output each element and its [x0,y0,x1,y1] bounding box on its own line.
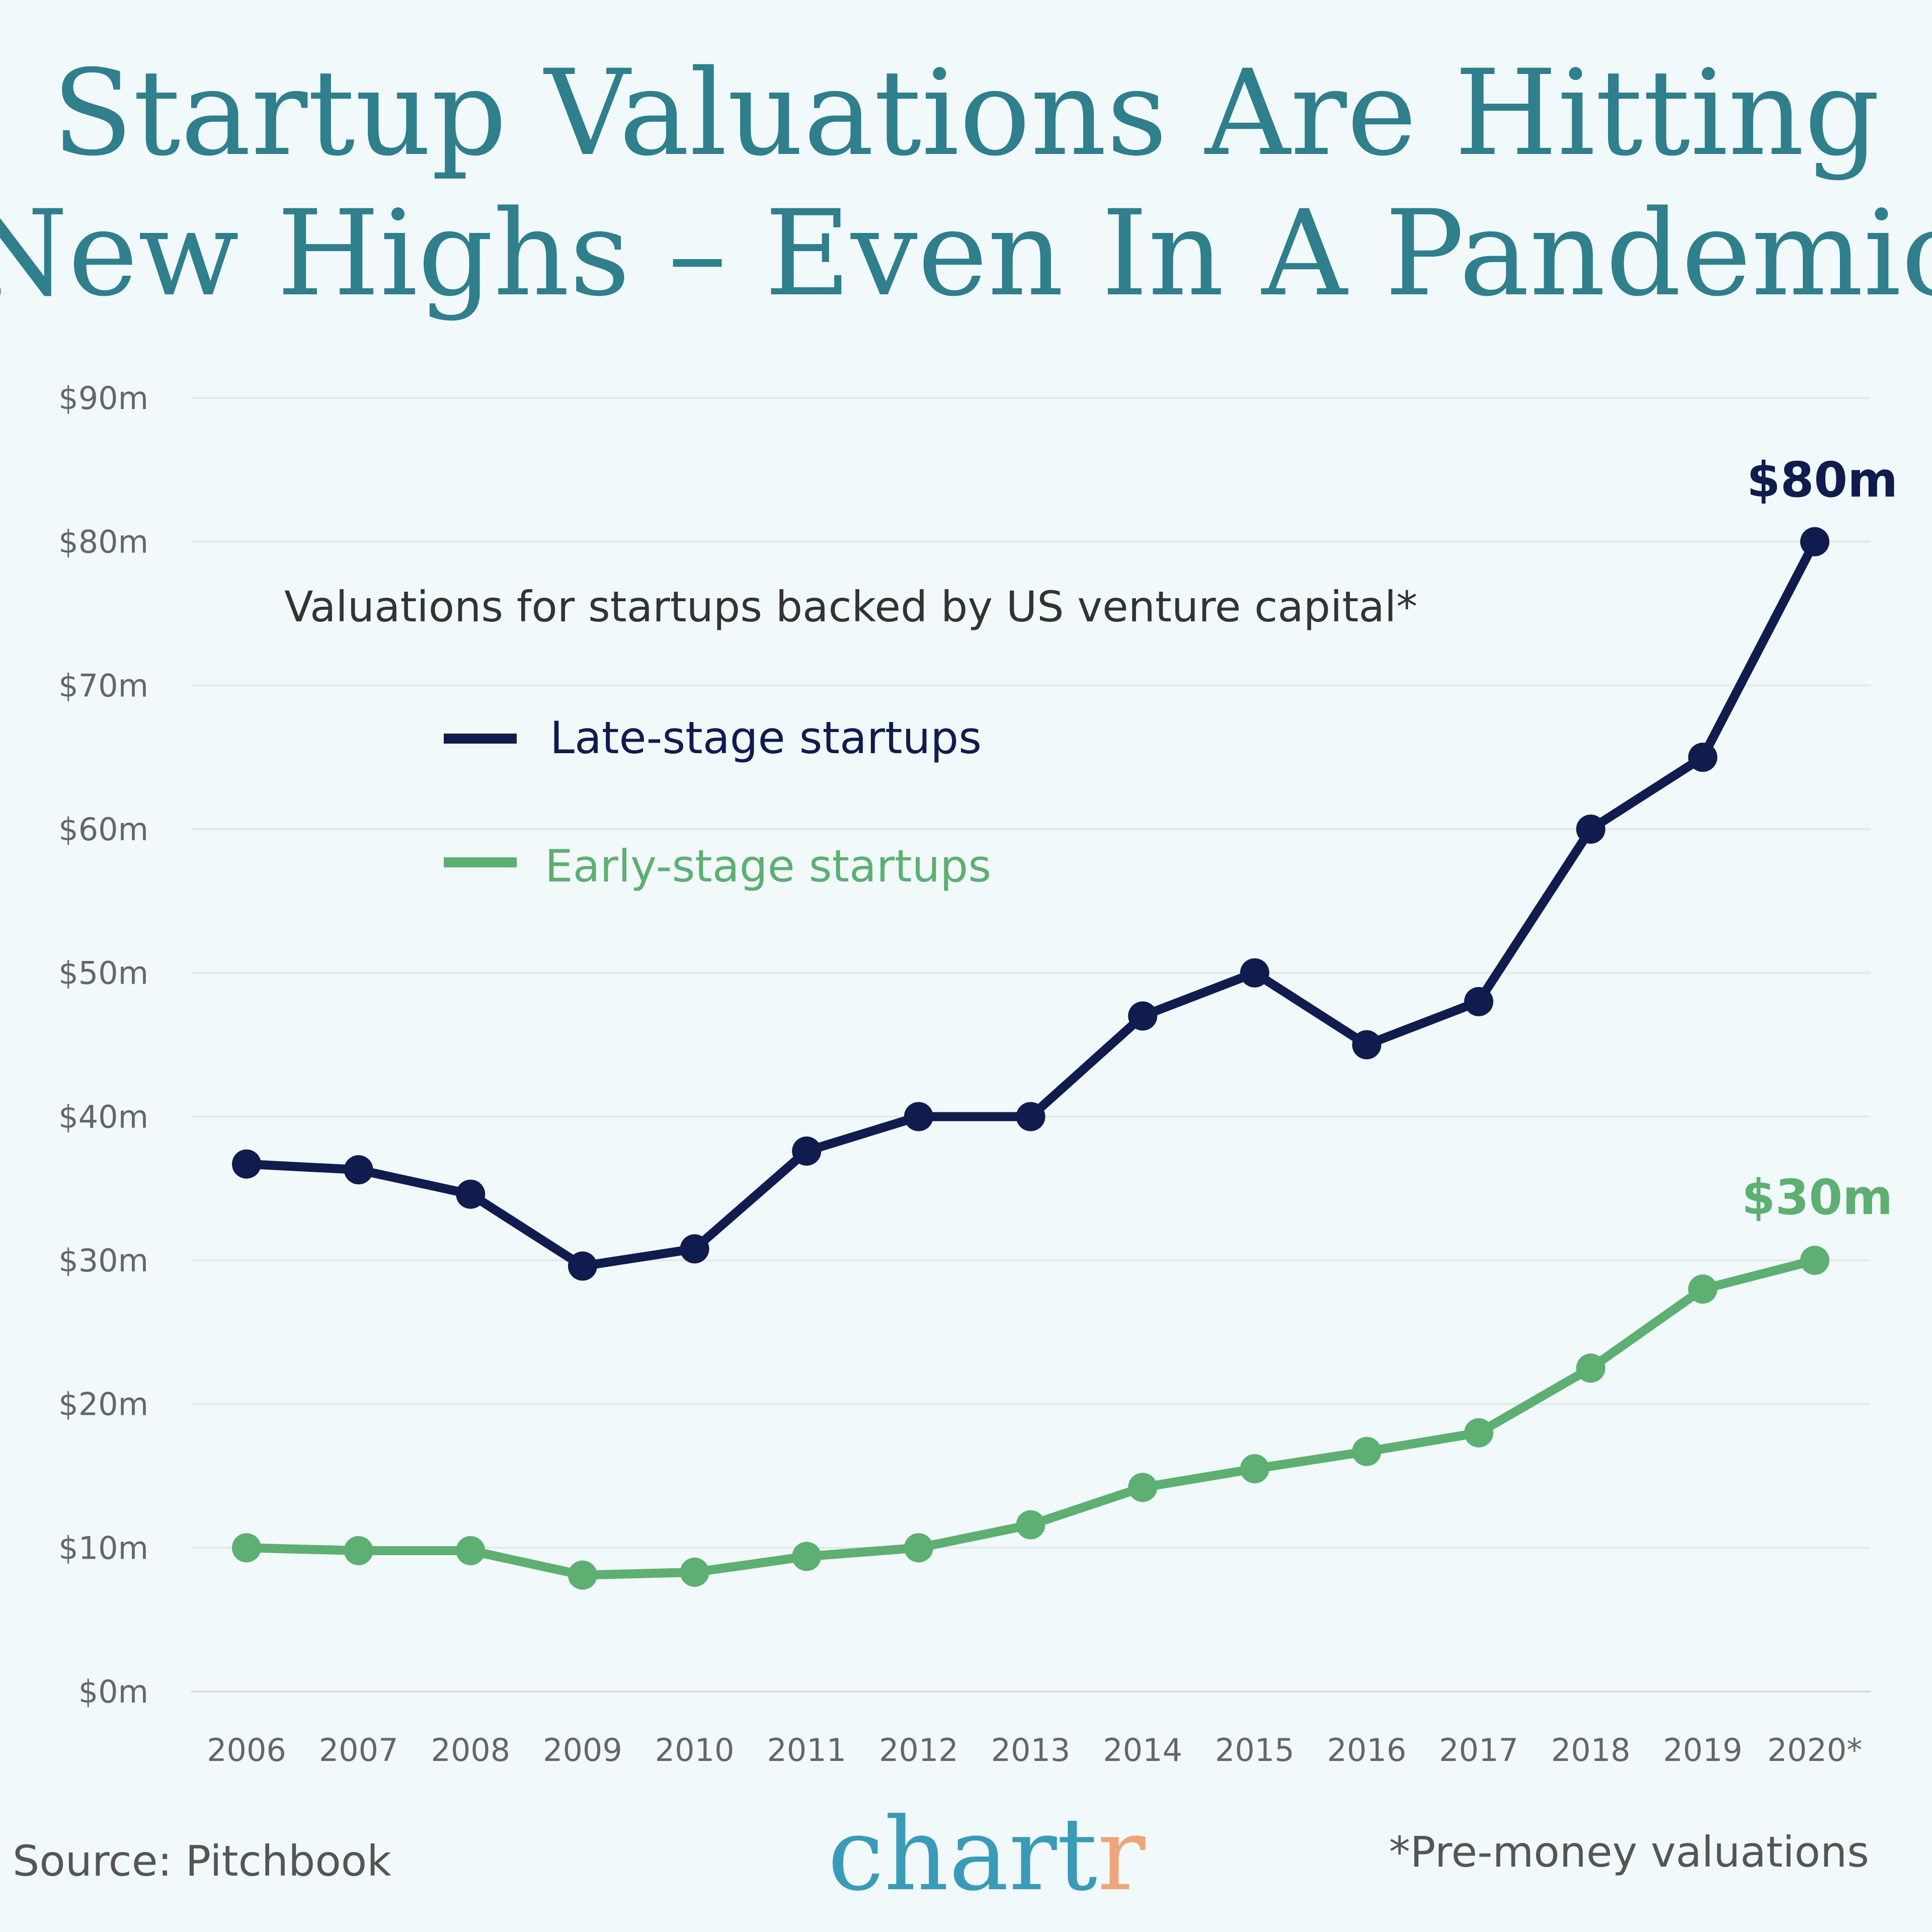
x-tick-label: 2015 [1215,1732,1295,1768]
x-tick-label: 2020* [1767,1732,1863,1768]
data-point [568,1560,597,1590]
data-point [456,1536,486,1566]
legend-label-late: Late-stage startups [550,712,982,764]
data-point [1352,1436,1382,1466]
chart-title-line-2: New Highs – Even In A Pandemic [0,185,1932,323]
data-point [1464,987,1494,1016]
data-point [1352,1030,1382,1060]
series-late-stage [232,527,1829,1281]
data-point [1128,1473,1158,1502]
y-tick-label: $50m [58,955,148,992]
data-point [232,1149,261,1179]
series-early-stage [232,1246,1829,1590]
data-point [904,1102,933,1132]
data-point [1576,815,1605,844]
data-point [1800,527,1829,556]
data-point [1240,1454,1269,1484]
data-point [568,1251,597,1281]
x-tick-label: 2017 [1439,1732,1518,1768]
data-point [1240,958,1269,988]
x-tick-label: 2018 [1551,1732,1631,1768]
data-point [1688,1274,1718,1304]
data-point [1128,1001,1158,1031]
chart-title-line-1: Startup Valuations Are Hitting [52,45,1880,182]
footnote: *Pre-money valuations [1389,1827,1869,1877]
data-point [792,1136,822,1166]
y-tick-label: $90m [58,380,148,417]
y-tick-label: $40m [58,1098,148,1135]
x-tick-label: 2008 [431,1732,510,1768]
end-label-early: $30m [1742,1169,1893,1226]
y-tick-label: $80m [58,524,148,560]
chart-subtitle: Valuations for startups backed by US ven… [284,582,1417,631]
data-point [1688,743,1718,772]
data-point [344,1155,373,1185]
series-line [246,539,1819,1271]
legend-label-early: Early-stage startups [545,840,991,892]
x-tick-label: 2012 [879,1732,958,1768]
data-point [1016,1510,1045,1540]
x-tick-label: 2009 [543,1732,622,1768]
x-tick-label: 2014 [1103,1732,1182,1768]
data-point [456,1179,486,1209]
y-tick-label: $20m [58,1386,148,1423]
data-point [1800,1246,1829,1275]
data-point [1464,1418,1494,1447]
y-tick-label: $70m [58,667,148,704]
x-tick-label: 2016 [1327,1732,1407,1768]
x-tick-label: 2019 [1663,1732,1742,1768]
chartr-logo: chartr [828,1796,1146,1913]
x-tick-label: 2013 [991,1732,1071,1768]
x-tick-label: 2011 [767,1732,846,1768]
legend: Late-stage startups Early-stage startups [444,712,991,892]
x-tick-label: 2007 [319,1732,398,1768]
source-note: Source: Pitchbook [13,1836,391,1886]
y-tick-label: $30m [58,1242,148,1279]
y-tick-label: $60m [58,811,148,848]
data-point [1016,1102,1045,1132]
data-point [680,1557,709,1587]
data-point [792,1542,822,1571]
y-tick-label: $0m [78,1673,148,1710]
x-tick-label: 2006 [207,1732,286,1768]
end-label-late: $80m [1747,452,1898,508]
x-tick-label: 2010 [655,1732,735,1768]
data-point [680,1234,709,1264]
data-point [1576,1353,1605,1383]
data-point [344,1536,373,1566]
data-point [232,1533,261,1563]
y-tick-label: $10m [58,1530,148,1566]
data-point [904,1533,933,1563]
